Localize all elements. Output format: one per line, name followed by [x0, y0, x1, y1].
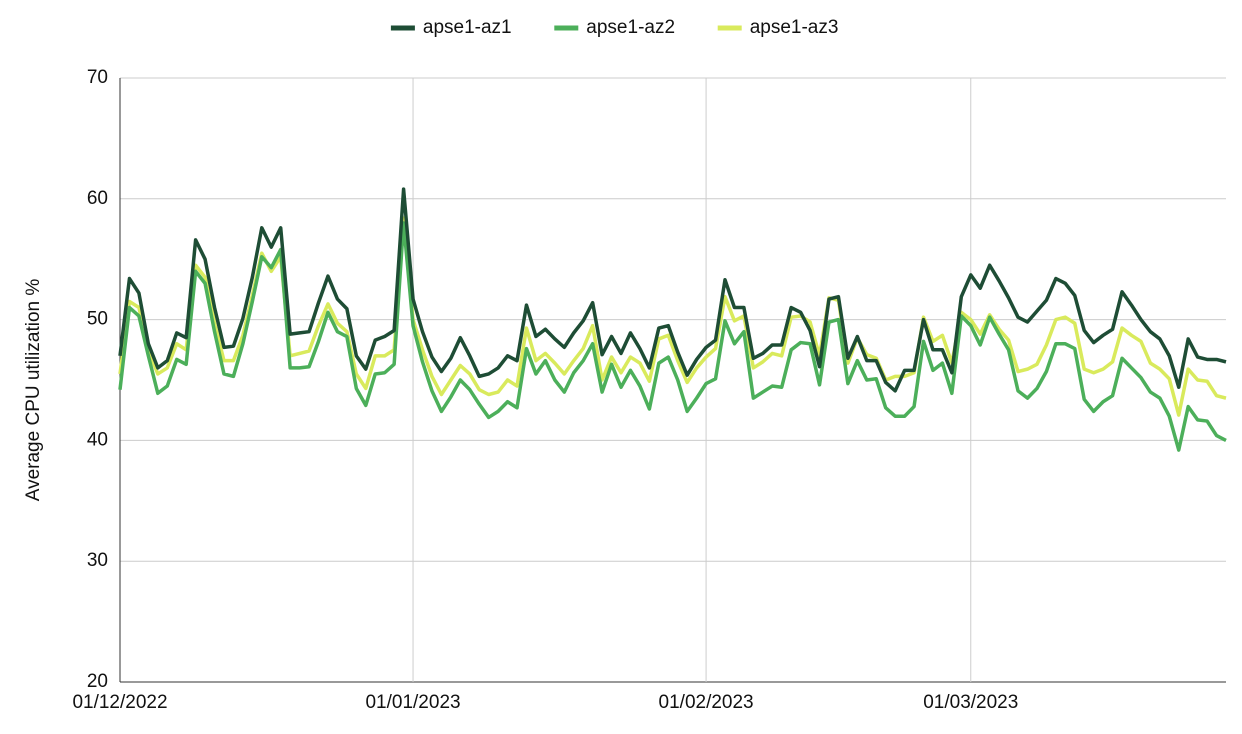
series-line — [118, 187, 1227, 393]
x-tick-label: 01/01/2023 — [365, 692, 460, 713]
x-tick-label: 01/12/2022 — [72, 692, 167, 713]
y-tick-label: 50 — [87, 309, 108, 330]
series-line — [118, 221, 1227, 452]
x-tick-label: 01/03/2023 — [923, 692, 1018, 713]
y-axis-title: Average CPU utilization % — [23, 279, 44, 502]
legend-label: apse1-az2 — [586, 17, 675, 38]
y-tick-label: 30 — [87, 550, 108, 571]
y-tick-label: 60 — [87, 188, 108, 209]
x-tick-label: 01/02/2023 — [659, 692, 754, 713]
series-line — [118, 216, 1227, 417]
legend-label: apse1-az3 — [750, 17, 839, 38]
y-tick-label: 40 — [87, 429, 108, 450]
legend-label: apse1-az1 — [423, 17, 512, 38]
y-tick-label: 70 — [87, 67, 108, 88]
y-tick-label: 20 — [87, 671, 108, 692]
